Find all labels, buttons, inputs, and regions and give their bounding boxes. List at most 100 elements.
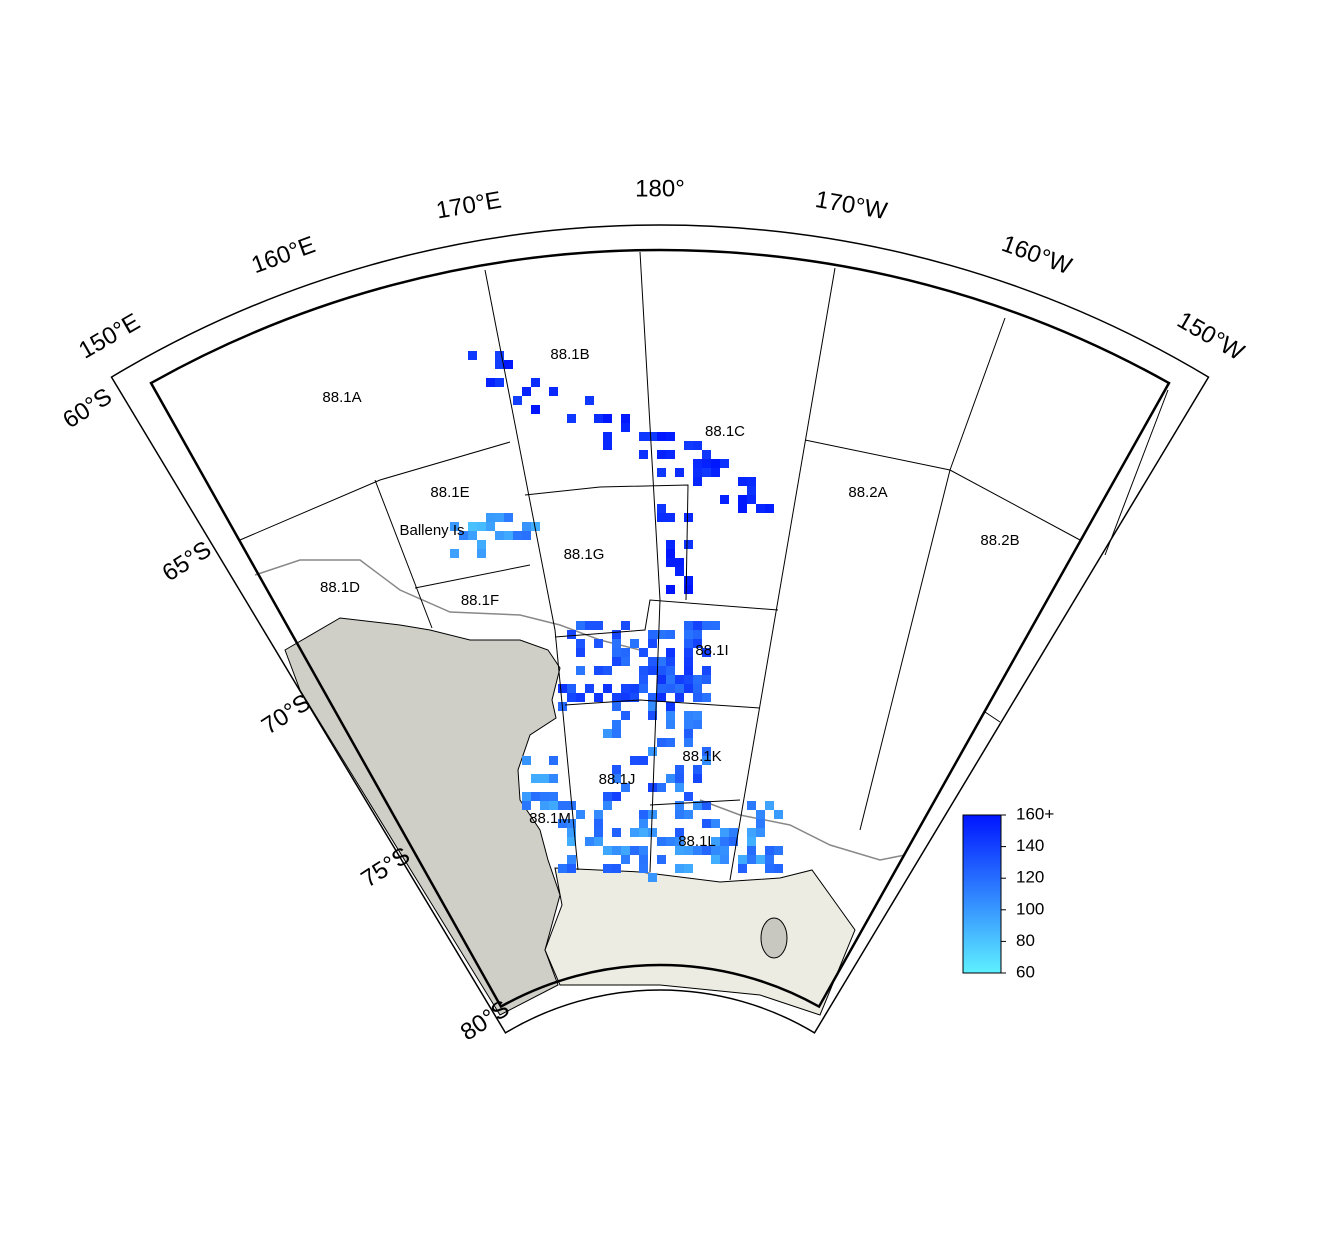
cell	[657, 513, 666, 522]
cell	[774, 864, 783, 873]
cell	[666, 738, 675, 747]
cell	[540, 801, 549, 810]
cell	[711, 837, 720, 846]
cell	[558, 801, 567, 810]
cell	[549, 756, 558, 765]
cell	[702, 819, 711, 828]
cell	[621, 846, 630, 855]
cell	[522, 792, 531, 801]
cell	[702, 468, 711, 477]
cell	[657, 657, 666, 666]
cell	[765, 801, 774, 810]
cell	[702, 756, 711, 765]
cell	[558, 864, 567, 873]
cell	[639, 432, 648, 441]
cell	[675, 693, 684, 702]
cell	[666, 513, 675, 522]
cell	[675, 828, 684, 837]
legend-tick-label: 120	[1016, 868, 1044, 887]
cell	[666, 540, 675, 549]
cell	[702, 459, 711, 468]
cell	[756, 828, 765, 837]
cell	[594, 837, 603, 846]
cell	[630, 684, 639, 693]
cell	[657, 675, 666, 684]
catch-cells	[450, 351, 783, 882]
cell	[666, 558, 675, 567]
cell	[684, 720, 693, 729]
cell	[693, 693, 702, 702]
cell	[594, 810, 603, 819]
cell	[702, 693, 711, 702]
cell	[756, 855, 765, 864]
boundary	[239, 441, 511, 541]
cell	[639, 846, 648, 855]
cell	[648, 657, 657, 666]
cell	[639, 864, 648, 873]
cell	[603, 441, 612, 450]
cell	[684, 585, 693, 594]
legend-tick-label: 80	[1016, 931, 1035, 950]
boundary	[564, 699, 761, 709]
cell	[630, 828, 639, 837]
cell	[648, 702, 657, 711]
cell	[657, 504, 666, 513]
boundary	[1104, 389, 1169, 556]
cell	[747, 837, 756, 846]
cell	[666, 675, 675, 684]
cell	[684, 864, 693, 873]
cell	[774, 810, 783, 819]
cell	[675, 801, 684, 810]
cell	[684, 576, 693, 585]
longitude-label: 170°E	[434, 187, 503, 225]
cell	[567, 837, 576, 846]
cell	[639, 819, 648, 828]
cell	[567, 828, 576, 837]
cell	[684, 441, 693, 450]
cell	[630, 693, 639, 702]
cell	[558, 684, 567, 693]
cell	[612, 630, 621, 639]
cell	[603, 729, 612, 738]
cell	[603, 432, 612, 441]
cell	[567, 684, 576, 693]
area-label: 88.1M	[529, 810, 571, 827]
boundary	[374, 479, 433, 629]
cell	[684, 621, 693, 630]
cell	[621, 855, 630, 864]
cell	[747, 477, 756, 486]
cell	[612, 648, 621, 657]
cell	[675, 774, 684, 783]
cell	[648, 873, 657, 882]
cell	[594, 666, 603, 675]
cell	[468, 351, 477, 360]
cell	[657, 738, 666, 747]
cell	[477, 540, 486, 549]
cell	[657, 855, 666, 864]
cell	[693, 441, 702, 450]
cell	[765, 846, 774, 855]
cell	[693, 639, 702, 648]
legend-tick-label: 60	[1016, 962, 1035, 981]
cell	[576, 666, 585, 675]
cell	[576, 648, 585, 657]
cell	[621, 414, 630, 423]
cell	[657, 783, 666, 792]
cell	[774, 846, 783, 855]
area-label: 88.1C	[705, 423, 745, 440]
cell	[639, 666, 648, 675]
cell	[639, 675, 648, 684]
cell	[594, 819, 603, 828]
cell	[675, 810, 684, 819]
cell	[693, 477, 702, 486]
longitude-label: 160°W	[998, 230, 1075, 280]
cell	[720, 495, 729, 504]
cell	[567, 819, 576, 828]
cell	[621, 648, 630, 657]
cell	[540, 774, 549, 783]
legend: 60 80 100 120 140 160+	[962, 804, 1054, 981]
latitude-label: 65°S	[158, 536, 217, 587]
cell	[675, 837, 684, 846]
cell	[522, 756, 531, 765]
area-label: 88.1D	[320, 579, 360, 596]
